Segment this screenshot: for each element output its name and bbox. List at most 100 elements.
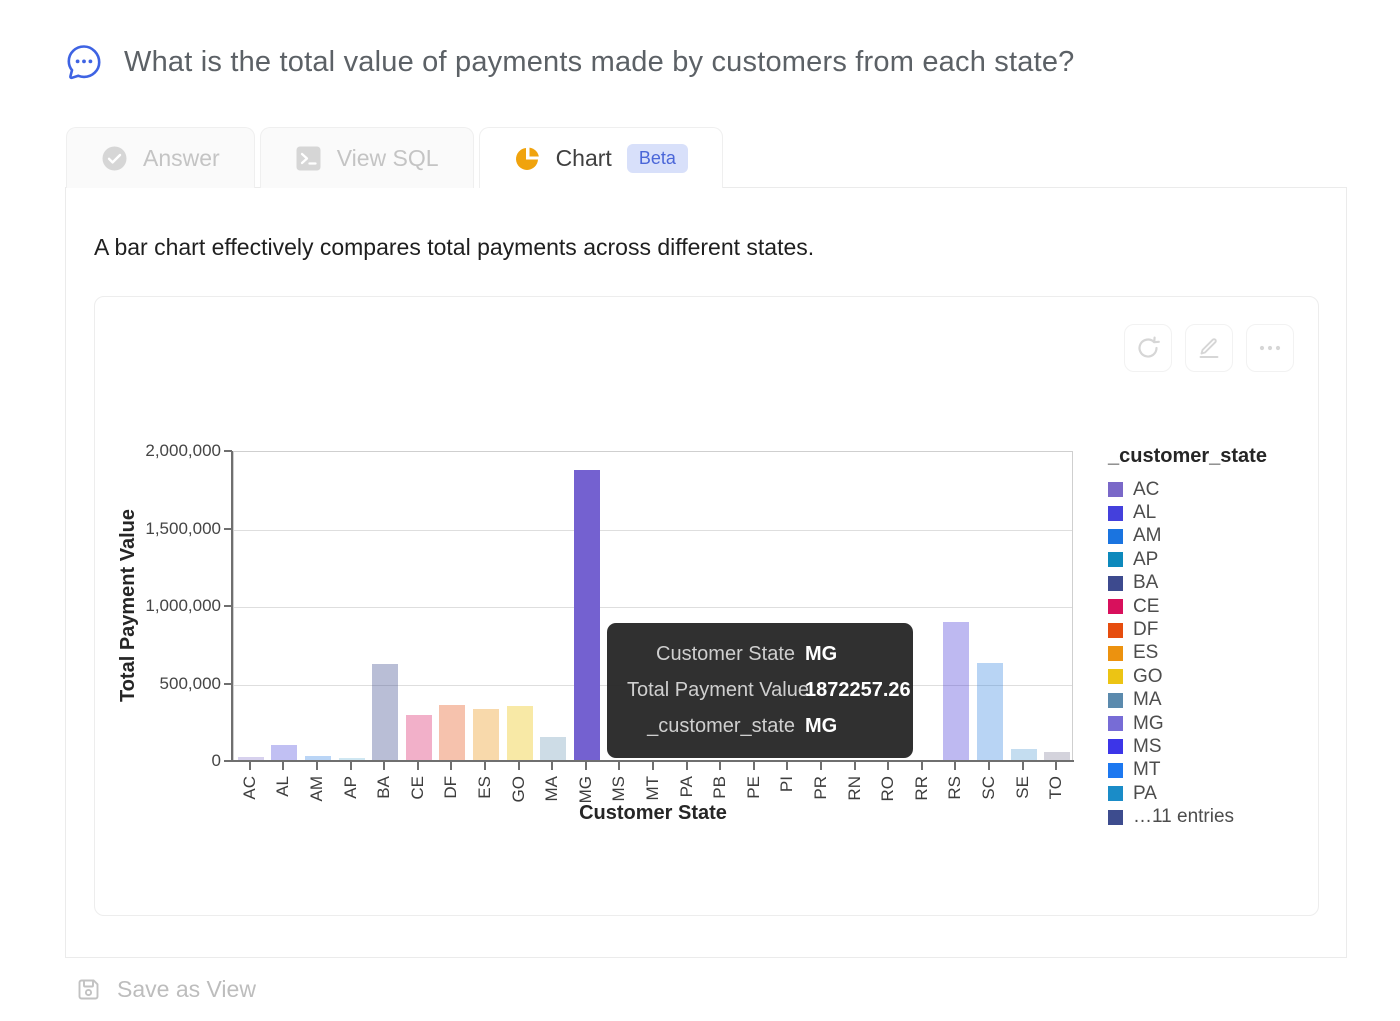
legend-swatch [1108, 762, 1123, 778]
legend-label: AC [1133, 478, 1160, 500]
edit-button[interactable] [1185, 324, 1233, 372]
terminal-icon [296, 146, 321, 170]
bar-AP[interactable] [338, 758, 365, 760]
gridline [234, 529, 1072, 531]
legend-label: GO [1133, 665, 1163, 687]
legend-entry-MT[interactable]: MT [1108, 759, 1267, 782]
bar-AC[interactable] [237, 756, 264, 760]
legend-entry-ES[interactable]: ES [1108, 642, 1267, 665]
legend-entry-11entries[interactable]: …11 entries [1108, 805, 1267, 828]
legend-swatch [1108, 809, 1123, 825]
tooltip-value: MG [805, 643, 838, 665]
bar-AM[interactable] [305, 755, 331, 760]
legend-label: BA [1133, 572, 1159, 594]
legend-swatch [1108, 739, 1123, 755]
x-tick [618, 762, 621, 770]
legend-entry-AM[interactable]: AM [1108, 525, 1267, 548]
more-icon [1259, 345, 1281, 351]
y-tick [224, 682, 232, 685]
legend-entry-MG[interactable]: MG [1108, 712, 1267, 735]
x-tick-label: TO [1046, 776, 1066, 800]
chart-toolbar [1124, 324, 1294, 372]
x-tick-label: SE [1012, 776, 1032, 799]
legend-entry-MS[interactable]: MS [1108, 735, 1267, 758]
legend-label: MG [1133, 712, 1164, 734]
x-tick-label: CE [407, 776, 427, 800]
tooltip-label: _customer_state [647, 715, 795, 737]
refresh-button[interactable] [1124, 324, 1172, 372]
legend-label: AP [1133, 548, 1159, 570]
bar-AL[interactable] [271, 744, 298, 760]
legend-entry-MA[interactable]: MA [1108, 689, 1267, 712]
bar-TO[interactable] [1044, 751, 1071, 760]
tab-answer[interactable]: Answer [66, 127, 255, 188]
x-tick-label: PA [676, 776, 696, 798]
y-tick [224, 760, 232, 762]
save-as-view-button[interactable]: Save as View [76, 976, 256, 1003]
refresh-icon [1138, 336, 1160, 358]
more-button[interactable] [1246, 324, 1294, 372]
legend-label: AM [1133, 525, 1162, 547]
bar-SC[interactable] [977, 663, 1003, 760]
bar-SE[interactable] [1010, 749, 1037, 760]
legend-title: _customer_state [1108, 445, 1267, 467]
x-tick [517, 762, 520, 770]
x-tick-label: PI [777, 776, 797, 793]
x-axis-line [231, 760, 1074, 762]
legend-swatch [1108, 692, 1123, 708]
legend-entry-DF[interactable]: DF [1108, 618, 1267, 641]
legend-label: MT [1133, 759, 1161, 781]
bar-BA[interactable] [372, 663, 399, 760]
legend-swatch [1108, 786, 1123, 802]
y-tick [224, 527, 232, 530]
legend-entry-PA[interactable]: PA [1108, 782, 1267, 805]
legend-swatch [1108, 505, 1123, 521]
x-tick [248, 762, 251, 770]
y-axis-line [231, 451, 233, 762]
x-tick-label: BA [374, 776, 394, 799]
tab-view-sql-label: View SQL [336, 144, 439, 171]
legend-entry-AC[interactable]: AC [1108, 478, 1267, 501]
bar-ES[interactable] [473, 709, 499, 760]
page-title: What is the total value of payments made… [124, 45, 1075, 78]
legend-swatch [1108, 622, 1123, 638]
tab-view-sql[interactable]: View SQL [259, 127, 474, 188]
bar-DF[interactable] [439, 704, 466, 760]
tooltip-value: 1872257.26 [805, 679, 911, 701]
bar-CE[interactable] [405, 715, 432, 760]
x-tick-label: PR [811, 776, 830, 800]
chart-tooltip: Customer State MG Total Payment Value 18722… [607, 623, 913, 758]
bar-GO[interactable] [506, 705, 533, 760]
bar-RS[interactable] [943, 622, 970, 760]
tab-chart[interactable]: Chart Beta [478, 127, 723, 188]
x-tick [853, 762, 856, 770]
legend-entry-CE[interactable]: CE [1108, 595, 1267, 618]
bar-MA[interactable] [540, 736, 567, 760]
x-tick [1055, 762, 1058, 770]
x-axis-title: Customer State [579, 802, 727, 824]
chart-card: Total Payment Value 0 500,000 1,000,000 1,5… [94, 296, 1319, 916]
legend-swatch [1108, 575, 1123, 591]
x-tick [282, 762, 285, 770]
legend-swatch [1108, 599, 1123, 615]
legend-entry-AP[interactable]: AP [1108, 548, 1267, 571]
x-tick [988, 762, 990, 770]
y-tick-label: 1,000,000 [145, 596, 221, 615]
legend-label: ES [1133, 642, 1159, 664]
save-icon [78, 979, 99, 1000]
legend-entry-BA[interactable]: BA [1108, 572, 1267, 595]
x-tick-label: AP [340, 776, 360, 799]
x-tick-label: RS [945, 776, 965, 800]
x-tick-label: SC [979, 776, 998, 800]
x-tick [752, 762, 755, 770]
legend-label: …11 entries [1133, 806, 1235, 828]
x-tick-label: AC [239, 776, 259, 800]
legend-entry-AL[interactable]: AL [1108, 501, 1267, 524]
tooltip-label: Total Payment Value [627, 679, 809, 701]
legend-swatch [1108, 716, 1123, 732]
bar-MG-highlighted[interactable] [573, 469, 600, 760]
x-tick [450, 762, 453, 770]
legend-entry-GO[interactable]: GO [1108, 665, 1267, 688]
y-tick-label: 2,000,000 [145, 441, 221, 460]
